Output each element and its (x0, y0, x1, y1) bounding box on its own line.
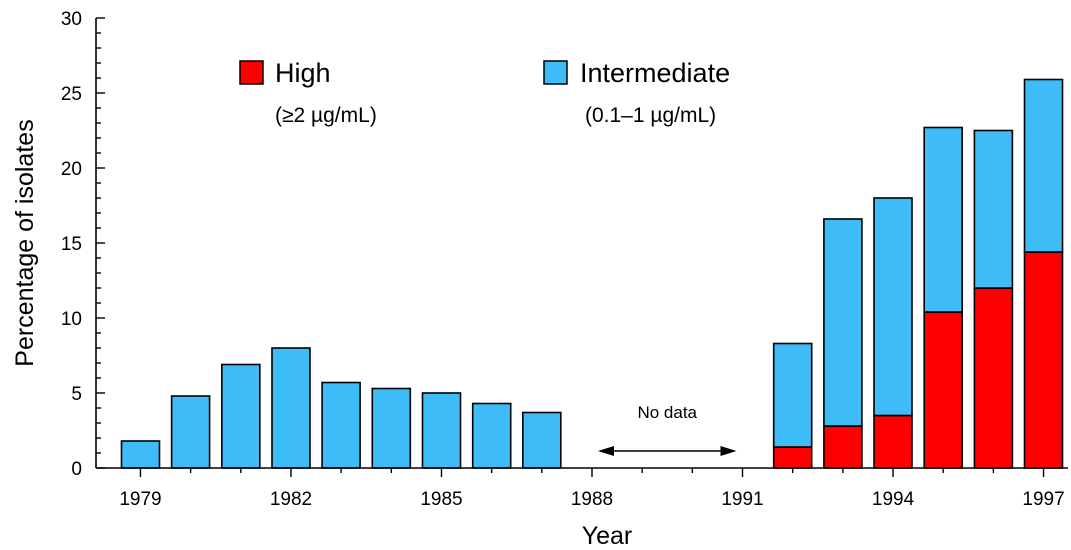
y-tick-label: 15 (61, 234, 82, 255)
x-tick-label: 1979 (119, 489, 161, 510)
bar-intermediate-1983 (321, 381, 361, 469)
bar-intermediate-1987 (521, 411, 562, 469)
legend: High (≥2 µg/mL) Intermediate (0.1–1 µg/mL) (239, 58, 730, 127)
arrow-right-head-icon (720, 446, 737, 456)
x-tick-label: 1988 (571, 489, 613, 510)
bar-intermediate-1982 (271, 347, 311, 469)
legend-sublabel-high: (≥2 µg/mL) (275, 104, 377, 127)
x-axis: 1979 1982 1985 1988 1991 1994 1997 (96, 467, 1068, 510)
y-tick-label: 5 (71, 384, 82, 405)
legend-swatch-high (239, 60, 264, 85)
legend-label-intermediate: Intermediate (580, 58, 730, 88)
bar-intermediate-1980 (170, 395, 211, 469)
bar-high-1994 (873, 414, 913, 469)
x-tick-label: 1985 (420, 489, 462, 510)
x-axis-title: Year (582, 522, 633, 550)
y-tick-label: 30 (61, 9, 82, 30)
bar-intermediate-1992 (772, 342, 813, 448)
bar-intermediate-1995 (923, 126, 964, 313)
bar-high-1996 (973, 287, 1014, 469)
bar-intermediate-1985 (421, 392, 462, 469)
y-axis-title: Percentage of isolates (11, 119, 39, 366)
bar-high-1997 (1023, 251, 1064, 469)
bar-intermediate-1986 (471, 402, 512, 469)
bar-intermediate-1981 (221, 363, 261, 469)
y-tick-label: 0 (71, 459, 82, 480)
bar-high-1992 (772, 446, 813, 469)
no-data-label: No data (637, 403, 697, 422)
x-tick-label: 1994 (872, 489, 915, 510)
y-axis: 0 5 10 15 20 25 30 (61, 9, 105, 480)
y-tick-label: 20 (61, 159, 82, 180)
arrow-left-head-icon (598, 446, 614, 456)
y-tick-label: 10 (61, 309, 82, 330)
plot-bars (120, 78, 1064, 469)
legend-label-high: High (275, 58, 331, 88)
bar-intermediate-1993 (823, 218, 863, 427)
bar-intermediate-1996 (973, 129, 1014, 289)
bar-intermediate-1994 (873, 197, 913, 417)
no-data-annotation: No data (598, 403, 737, 456)
y-tick-label: 25 (61, 84, 82, 105)
bar-high-1993 (823, 425, 863, 469)
bar-intermediate-1979 (120, 440, 161, 469)
bar-intermediate-1997 (1023, 78, 1064, 253)
x-tick-label: 1997 (1022, 489, 1064, 510)
legend-swatch-intermediate (543, 60, 568, 85)
x-tick-label: 1991 (721, 489, 763, 510)
legend-sublabel-intermediate: (0.1–1 µg/mL) (585, 104, 716, 127)
bar-high-1995 (923, 311, 964, 469)
bar-intermediate-1984 (371, 387, 412, 469)
x-tick-label: 1982 (270, 489, 312, 510)
